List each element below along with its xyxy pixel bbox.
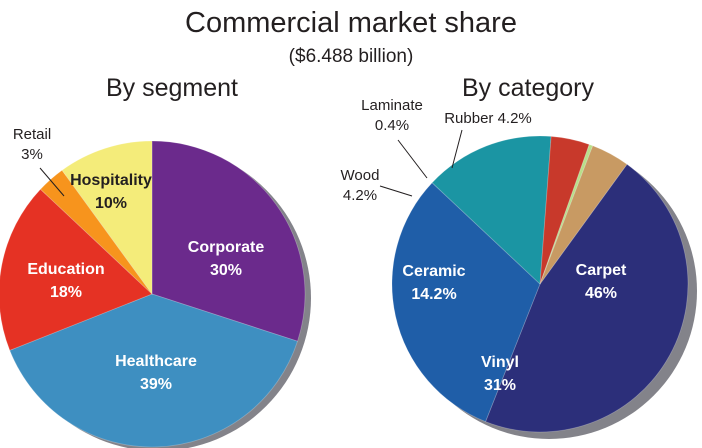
slice-label-ceramic: Ceramic [402, 263, 465, 280]
slice-label-hospitality: Hospitality [70, 172, 152, 189]
slice-value-healthcare: 39% [140, 376, 172, 393]
leader-line-wood [379, 185, 413, 197]
segment-chart-title: By segment [106, 74, 238, 102]
pie-slice-ceramic [431, 135, 552, 285]
leader-line-laminate [397, 139, 428, 179]
pie-slice-rubber [539, 145, 628, 285]
svg-text:Rubber 4.2%: Rubber 4.2% [444, 110, 532, 127]
slice-label-healthcare: Healthcare [115, 353, 197, 370]
pie-slice-corporate [151, 140, 306, 342]
slice-value-corporate: 30% [210, 262, 242, 279]
slice-label-carpet: Carpet [576, 262, 627, 279]
pie-slice-education [0, 188, 153, 351]
chart-subtitle: ($6.488 billion) [289, 46, 414, 67]
slice-label-wood: Wood [341, 167, 380, 184]
category-pie: Carpet 46% Vinyl 31% Ceramic 14.2% Wood 4.2% Lam… [341, 97, 697, 439]
category-chart-title: By category [462, 74, 595, 102]
chart-title: Commercial market share [185, 7, 517, 39]
pie-slice-retail [39, 169, 153, 295]
slice-value-vinyl: 31% [484, 377, 516, 394]
slice-value-ceramic: 14.2% [411, 286, 456, 303]
slice-value-retail: 3% [21, 146, 43, 163]
slice-value-carpet: 46% [585, 285, 617, 302]
pie-slice-vinyl [391, 182, 541, 423]
pie-slice-laminate [539, 143, 594, 285]
pie-slice-hospitality [61, 140, 153, 296]
leader-line-retail [39, 167, 65, 197]
slice-label-vinyl: Vinyl [481, 354, 519, 371]
pie-slice-wood [539, 135, 590, 285]
pie-slice-carpet [485, 163, 689, 433]
slice-value-hospitality: 10% [95, 195, 127, 212]
slice-value-laminate: 0.4% [375, 117, 409, 134]
slice-label-corporate: Corporate [188, 239, 265, 256]
segment-pie: Corporate 30% Healthcare 39% Education 18% Ret… [0, 126, 311, 448]
slice-value-education: 18% [50, 284, 82, 301]
pie-slice-healthcare [9, 293, 299, 448]
slice-label-laminate: Laminate [361, 97, 423, 114]
slice-value-rubber: 4.2% [498, 110, 532, 127]
slice-value-wood: 4.2% [343, 187, 377, 204]
slice-label-retail: Retail [13, 126, 51, 143]
slice-label-education: Education [27, 261, 104, 278]
leader-line-rubber [451, 129, 463, 169]
slice-label-rubber: Rubber [444, 110, 497, 127]
